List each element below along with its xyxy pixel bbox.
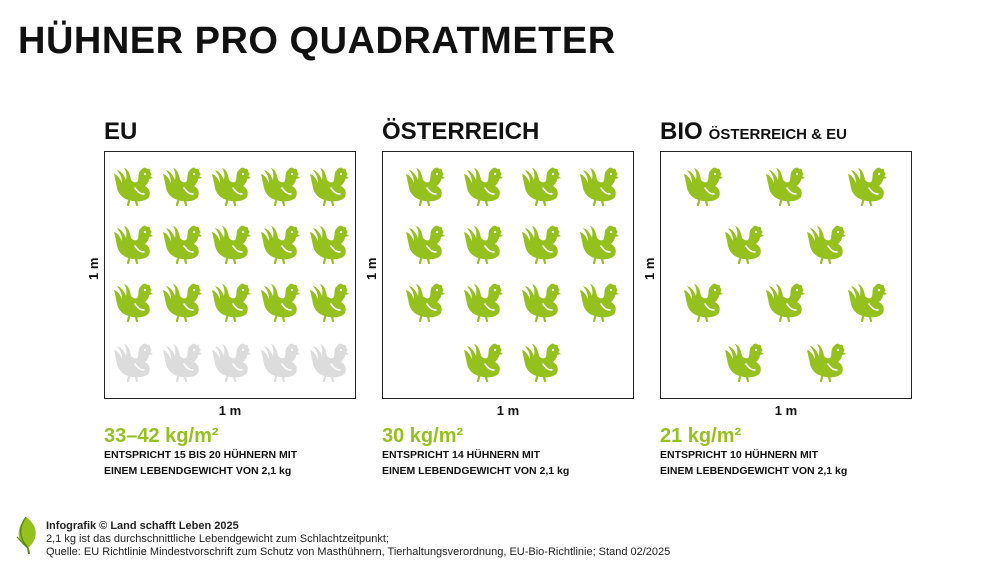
hen-icon — [160, 224, 204, 264]
side-dimension-label: 1 m — [86, 257, 101, 280]
hen-icon — [804, 224, 848, 264]
hen-icon — [403, 224, 447, 264]
hen-icon-faded — [111, 342, 155, 382]
description-line: EINEM LEBENDGEWICHT VON 2,1 kg — [382, 465, 570, 477]
hen-icon — [209, 166, 253, 206]
hen-icon — [160, 282, 204, 322]
description-line: ENTSPRICHT 10 HÜHNERN MIT — [660, 449, 819, 461]
hen-icon-faded — [307, 342, 351, 382]
panel-heading-text: BIO — [660, 118, 703, 145]
hen-icon — [804, 342, 848, 382]
hen-icon — [681, 282, 725, 322]
hen-icon — [461, 224, 505, 264]
credit-text: Infografik © Land schafft Leben 2025 — [46, 520, 239, 532]
hen-icon — [577, 166, 621, 206]
density-description: ENTSPRICHT 10 HÜHNERN MIT EINEM LEBENDGE… — [660, 447, 920, 479]
hen-icon — [681, 166, 725, 206]
description-line: ENTSPRICHT 15 BIS 20 HÜHNERN MIT — [104, 449, 298, 461]
hen-icon — [763, 282, 807, 322]
side-dimension-label: 1 m — [364, 257, 379, 280]
hen-icon — [722, 224, 766, 264]
hen-icon — [403, 282, 447, 322]
hen-icon-faded — [258, 342, 302, 382]
hen-icon — [307, 166, 351, 206]
leaf-logo-icon — [16, 516, 36, 555]
panel-bio: BIO ÖSTERREICH & EU 1 m 1 m 21 kg/m² ENTS… — [642, 120, 920, 480]
hen-icon — [461, 166, 505, 206]
description-line: EINEM LEBENDGEWICHT VON 2,1 kg — [104, 465, 292, 477]
hen-icon — [160, 166, 204, 206]
hen-icon — [111, 166, 155, 206]
hen-icon — [577, 224, 621, 264]
hen-icon-faded — [160, 342, 204, 382]
hen-icon — [403, 166, 447, 206]
panel-heading-text: EU — [104, 118, 138, 145]
description-line: ENTSPRICHT 14 HÜHNERN MIT — [382, 449, 541, 461]
hen-icon — [258, 282, 302, 322]
hen-icon — [307, 282, 351, 322]
panel-eu: EU 1 m 1 m 33–42 kg/m² ENTSPRICHT 15 BIS… — [86, 120, 364, 480]
bottom-dimension-label: 1 m — [496, 403, 520, 418]
hen-icon — [461, 342, 505, 382]
hen-icon — [845, 282, 889, 322]
hen-icon — [519, 224, 563, 264]
hen-icon — [722, 342, 766, 382]
footnote-text: 2,1 kg ist das durchschnittliche Lebendg… — [46, 533, 390, 545]
hen-icon — [519, 282, 563, 322]
panel-heading: BIO ÖSTERREICH & EU — [660, 120, 847, 144]
footer-text: Infografik © Land schafft Leben 2025 2,1… — [46, 520, 766, 559]
density-value: 30 kg/m² — [382, 425, 464, 447]
hen-icon — [577, 282, 621, 322]
hen-icon — [519, 342, 563, 382]
area-square — [382, 151, 634, 399]
area-square — [104, 151, 356, 399]
bottom-dimension-label: 1 m — [774, 403, 798, 418]
hen-icon — [111, 282, 155, 322]
hen-icon — [209, 282, 253, 322]
hen-icon — [307, 224, 351, 264]
panel-heading: ÖSTERREICH — [382, 120, 545, 144]
density-description: ENTSPRICHT 15 BIS 20 HÜHNERN MIT EINEM L… — [104, 447, 364, 479]
panel-heading: EU — [104, 120, 143, 144]
hen-icon — [763, 166, 807, 206]
panel-oesterreich: ÖSTERREICH 1 m 1 m 30 kg/m² ENTSPRICHT 1… — [364, 120, 642, 480]
source-text: Quelle: EU Richtlinie Mindestvorschrift … — [46, 546, 671, 558]
hen-icon — [209, 224, 253, 264]
hen-icon — [258, 166, 302, 206]
hen-icon-faded — [209, 342, 253, 382]
panel-heading-text: ÖSTERREICH — [382, 118, 540, 145]
bottom-dimension-label: 1 m — [218, 403, 242, 418]
hen-icon — [845, 166, 889, 206]
panel-subheading: ÖSTERREICH & EU — [708, 126, 848, 143]
side-dimension-label: 1 m — [642, 257, 657, 280]
hen-icon — [519, 166, 563, 206]
page-title: HÜHNER PRO QUADRATMETER — [18, 20, 616, 62]
area-square — [660, 151, 912, 399]
hen-icon — [111, 224, 155, 264]
density-value: 33–42 kg/m² — [104, 425, 219, 447]
hen-icon — [461, 282, 505, 322]
density-description: ENTSPRICHT 14 HÜHNERN MIT EINEM LEBENDGE… — [382, 447, 642, 479]
density-value: 21 kg/m² — [660, 425, 742, 447]
description-line: EINEM LEBENDGEWICHT VON 2,1 kg — [660, 465, 848, 477]
hen-icon — [258, 224, 302, 264]
